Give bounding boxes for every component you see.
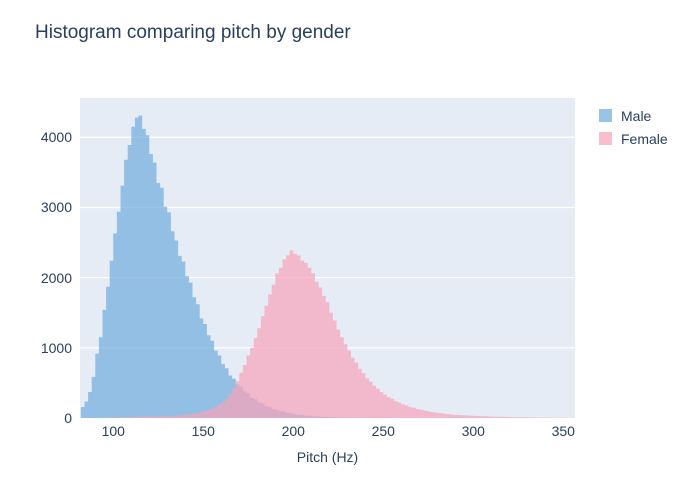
x-tick-label: 300 — [461, 423, 485, 439]
x-tick-label: 250 — [371, 423, 395, 439]
legend-item-female[interactable]: Female — [599, 127, 668, 150]
legend-swatch-male — [599, 109, 612, 122]
histogram-series-male[interactable] — [80, 115, 575, 419]
legend: Male Female — [599, 104, 668, 150]
legend-label-female: Female — [621, 130, 668, 147]
plot-area[interactable] — [80, 98, 575, 418]
legend-swatch-female — [599, 132, 612, 145]
chart-title: Histogram comparing pitch by gender — [35, 22, 351, 43]
y-tick-label: 2000 — [40, 269, 72, 286]
x-tick-label: 150 — [191, 423, 215, 439]
y-tick-label: 3000 — [40, 199, 72, 216]
x-tick-label: 350 — [551, 423, 575, 439]
histogram-svg — [80, 115, 575, 419]
x-tick-label: 200 — [281, 423, 305, 439]
x-axis-title: Pitch (Hz) — [296, 449, 359, 465]
y-tick-label: 4000 — [40, 129, 72, 146]
legend-label-male: Male — [621, 107, 652, 124]
x-tick-label: 100 — [101, 423, 125, 439]
y-tick-label: 1000 — [40, 339, 72, 356]
legend-item-male[interactable]: Male — [599, 104, 668, 127]
y-tick-label: 0 — [64, 410, 72, 426]
histogram-series-female[interactable] — [80, 250, 575, 418]
